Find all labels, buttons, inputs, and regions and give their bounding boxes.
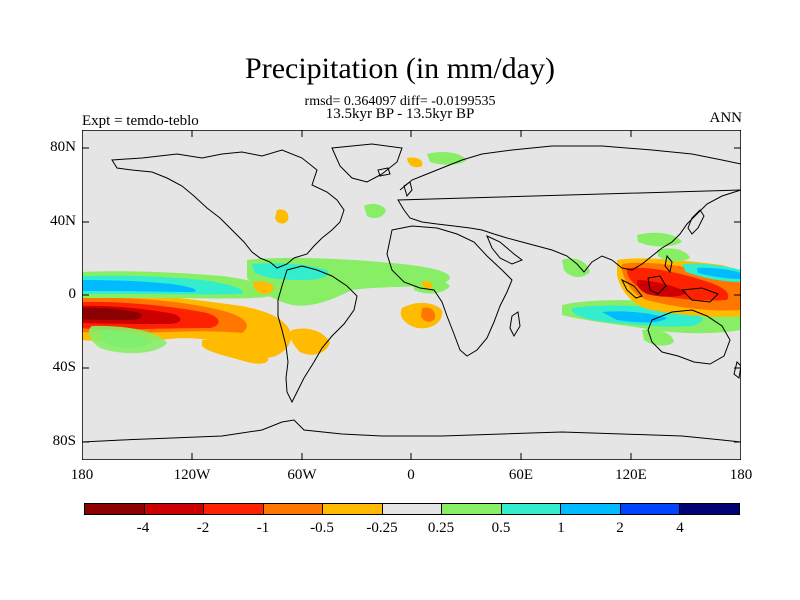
anomaly-contours [82, 152, 741, 364]
colorbar-label: 0.5 [491, 520, 511, 536]
colorbar-box [144, 504, 205, 514]
coast-new-guinea [680, 287, 719, 303]
colorbar [84, 503, 740, 515]
coast-south-america [277, 265, 358, 404]
colorbar-label: 1 [557, 520, 565, 536]
coast-antarctica [82, 419, 741, 443]
lon-tick-label: 180 [729, 467, 753, 483]
contour-pos-wpac-north-blue [697, 267, 741, 279]
season-label: ANN [709, 110, 743, 126]
lon-tick-label: 60E [508, 467, 534, 483]
contour-neg-pacific-m4 [82, 307, 142, 320]
coast-greenland [331, 143, 403, 183]
coast-japan [687, 209, 705, 235]
plot-title: Precipitation (in mm/day) [245, 52, 555, 85]
coast-australia [647, 309, 731, 365]
colorbar-label: -1 [256, 520, 270, 536]
lon-tick-label: 60W [287, 467, 317, 483]
lat-tick-label: 80N [50, 139, 76, 155]
colorbar-label: -0.25 [366, 520, 398, 536]
contour-pos-northatl [364, 203, 386, 218]
lon-tick-marks [191, 130, 632, 460]
contour-neg-southpacific [202, 339, 269, 364]
coast-madagascar [509, 311, 521, 338]
coast-iceland [377, 167, 391, 177]
colorbar-box [323, 504, 383, 514]
lon-tick-label: 120E [615, 467, 647, 483]
coast-north-america [111, 149, 345, 269]
colorbar-box [85, 504, 145, 514]
lon-tick-label: 180 [70, 467, 94, 483]
contour-pos-australia [642, 329, 674, 346]
contour-pos-pacific-south-green [88, 325, 167, 354]
colorbar-label: -4 [136, 520, 150, 536]
lat-tick-label: 40N [50, 213, 76, 229]
lat-tick-marks [82, 147, 741, 443]
contour-neg-seatlantic-inner [421, 307, 436, 322]
colorbar-box [263, 504, 324, 514]
colorbar-label: 0.25 [427, 520, 455, 536]
coast-uk [403, 181, 413, 198]
colorbar-label: 4 [676, 520, 684, 536]
lon-tick-label: 120W [173, 467, 211, 483]
colorbar-box [204, 504, 264, 514]
lat-tick-label: 40S [52, 359, 76, 375]
contour-neg-brazil [290, 328, 330, 355]
coast-philippines [664, 254, 673, 274]
colorbar-box [442, 504, 502, 514]
lon-tick-label: 0 [407, 467, 415, 483]
contour-pos-pacific-blue [82, 280, 196, 292]
coast-arabia [486, 235, 524, 265]
colorbar-box [561, 504, 621, 514]
contour-neg-northatl [407, 157, 423, 168]
lat-tick-label: 80S [52, 433, 76, 449]
colorbar-box [620, 504, 681, 514]
colorbar-box [680, 504, 740, 514]
precip-map [82, 130, 741, 460]
contour-pos-philippines [657, 248, 690, 262]
coast-sumatra [620, 278, 643, 299]
contour-neg-caribbean [253, 281, 274, 295]
coast-borneo [647, 275, 667, 295]
lat-tick-label: 0 [68, 286, 77, 302]
contour-neg-useast [275, 209, 289, 224]
stats-line: rmsd= 0.364097 diff= -0.0199535 [304, 94, 496, 109]
colorbar-box [501, 504, 562, 514]
experiment-label: Expt = temdo-teblo [82, 113, 199, 129]
coast-new-zealand [733, 361, 741, 379]
contour-pos-india [562, 258, 590, 278]
coast-eurasia [397, 145, 741, 273]
colorbar-label: -0.5 [310, 520, 334, 536]
colorbar-label: -2 [196, 520, 210, 536]
contour-neg-africa [422, 281, 433, 289]
colorbar-box [382, 504, 443, 514]
colorbar-label: 2 [616, 520, 624, 536]
coastlines [82, 143, 741, 443]
contour-pos-indian-blue [602, 311, 667, 323]
period-line: 13.5kyr BP - 13.5kyr BP [325, 106, 475, 122]
coast-africa [386, 225, 513, 357]
